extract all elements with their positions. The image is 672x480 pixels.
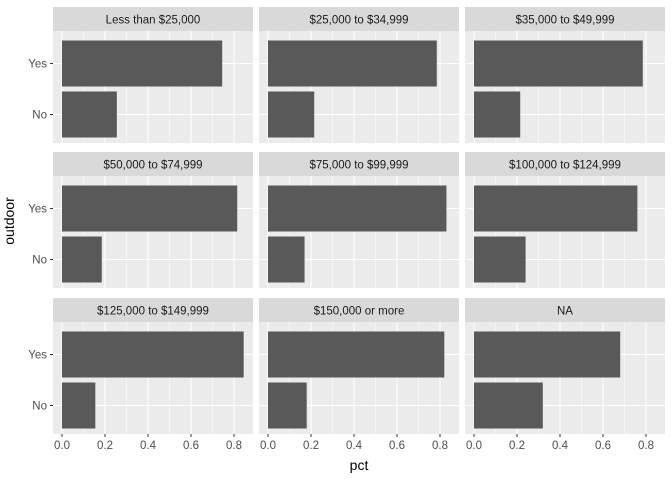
- x-tick-label: 0.8: [226, 440, 242, 452]
- facet-strip-title: $125,000 to $149,999: [97, 306, 209, 318]
- bar-no: [474, 382, 543, 429]
- x-tick-label: 0.6: [389, 440, 405, 452]
- x-axis-title: pct: [350, 457, 369, 473]
- y-tick-label: Yes: [28, 59, 47, 71]
- bar-yes: [62, 331, 244, 378]
- y-tick-label: No: [32, 110, 47, 122]
- bar-yes: [268, 40, 437, 87]
- bar-no: [268, 236, 305, 283]
- x-tick-label: 0.2: [509, 440, 525, 452]
- y-tick-label: No: [32, 255, 47, 267]
- facet-strip-title: $100,000 to $124,999: [509, 160, 621, 172]
- bar-no: [474, 236, 526, 283]
- x-tick-label: 0.4: [140, 440, 157, 452]
- bar-no: [474, 91, 521, 138]
- facet-strip-title: NA: [557, 306, 573, 318]
- bar-yes: [474, 185, 638, 232]
- facet-strip: [465, 298, 665, 322]
- bar-no: [62, 236, 102, 283]
- x-tick-label: 0.0: [466, 440, 482, 452]
- y-tick-label: Yes: [28, 350, 47, 362]
- bar-no: [268, 382, 307, 429]
- x-tick-label: 0.6: [183, 440, 199, 452]
- facet-strip: [53, 298, 253, 322]
- bar-no: [62, 382, 96, 429]
- facet-strip-title: Less than $25,000: [106, 15, 201, 27]
- bar-yes: [268, 185, 447, 232]
- facet-strip: [259, 7, 459, 31]
- x-tick-label: 0.4: [346, 440, 363, 452]
- bar-yes: [268, 331, 445, 378]
- x-tick-label: 0.0: [260, 440, 276, 452]
- facet-strip: [53, 152, 253, 176]
- facet-strip: [259, 152, 459, 176]
- facet-strip-title: $35,000 to $49,999: [515, 15, 614, 27]
- y-tick-label: No: [32, 401, 47, 413]
- y-tick-label: Yes: [28, 204, 47, 216]
- y-axis-title: outdoor: [1, 197, 17, 245]
- x-tick-label: 0.2: [97, 440, 113, 452]
- x-tick-label: 0.2: [303, 440, 319, 452]
- bar-no: [268, 91, 315, 138]
- facet-strip-title: $150,000 or more: [314, 306, 405, 318]
- x-tick-label: 0.6: [595, 440, 611, 452]
- bar-yes: [62, 40, 223, 87]
- bar-yes: [62, 185, 238, 232]
- facet-strip: [53, 7, 253, 31]
- facet-strip: [465, 7, 665, 31]
- bar-yes: [474, 40, 643, 87]
- facet-strip-title: $50,000 to $74,999: [103, 160, 202, 172]
- bar-no: [62, 91, 117, 138]
- x-tick-label: 0.8: [432, 440, 448, 452]
- facet-strip-title: $25,000 to $34,999: [309, 15, 408, 27]
- bar-yes: [474, 331, 621, 378]
- x-tick-label: 0.4: [552, 440, 569, 452]
- facet-strip-title: $75,000 to $99,999: [309, 160, 408, 172]
- x-tick-label: 0.0: [54, 440, 70, 452]
- facet-strip: [259, 298, 459, 322]
- facet-strip: [465, 152, 665, 176]
- x-tick-label: 0.8: [638, 440, 654, 452]
